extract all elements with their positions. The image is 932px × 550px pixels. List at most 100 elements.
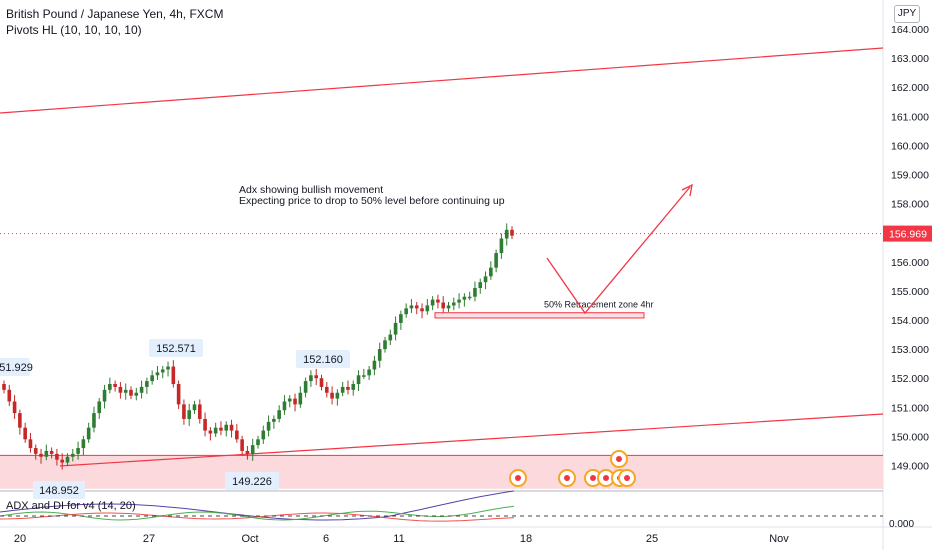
candle[interactable]: [81, 435, 86, 456]
candle[interactable]: [362, 368, 366, 379]
candle[interactable]: [510, 226, 514, 240]
candle[interactable]: [404, 303, 408, 318]
candle[interactable]: [18, 409, 22, 435]
candle[interactable]: [229, 419, 234, 438]
candle[interactable]: [277, 405, 281, 423]
projection-arrow[interactable]: [546, 186, 691, 315]
currency-badge[interactable]: JPY: [894, 5, 920, 23]
pivot-label[interactable]: 148.952: [33, 481, 85, 499]
lower-trend-line[interactable]: [59, 413, 884, 467]
candle[interactable]: [256, 435, 260, 449]
event-flag-icon[interactable]: [618, 469, 636, 487]
candle[interactable]: [224, 421, 229, 437]
candle[interactable]: [298, 386, 303, 408]
candle[interactable]: [44, 444, 49, 461]
candle[interactable]: [102, 384, 107, 409]
pivot-label[interactable]: 151.929: [0, 358, 33, 376]
candle[interactable]: [176, 380, 181, 410]
candle[interactable]: [309, 370, 313, 387]
candle[interactable]: [76, 441, 80, 460]
candle[interactable]: [324, 381, 329, 398]
candle[interactable]: [203, 412, 207, 437]
candle[interactable]: [240, 435, 244, 456]
candle[interactable]: [303, 377, 308, 398]
candle[interactable]: [494, 249, 498, 273]
pivot-label[interactable]: 152.160: [296, 350, 350, 368]
di-plus-line[interactable]: [0, 505, 515, 521]
candle[interactable]: [356, 370, 361, 392]
candle[interactable]: [340, 381, 345, 397]
candle[interactable]: [92, 406, 96, 433]
candle[interactable]: [346, 380, 350, 395]
pivot-label[interactable]: 149.226: [225, 472, 279, 490]
candle[interactable]: [441, 296, 446, 316]
candle[interactable]: [2, 380, 6, 394]
candle[interactable]: [123, 383, 128, 400]
candle[interactable]: [287, 395, 292, 408]
candle[interactable]: [499, 233, 504, 259]
candle[interactable]: [457, 293, 461, 309]
candle[interactable]: [86, 422, 91, 443]
candle[interactable]: [372, 355, 377, 376]
candle[interactable]: [197, 399, 202, 424]
candle[interactable]: [282, 395, 287, 415]
candle[interactable]: [192, 400, 197, 414]
event-flag-icon[interactable]: [509, 469, 527, 487]
candle[interactable]: [272, 415, 276, 429]
candle[interactable]: [319, 374, 324, 391]
candle[interactable]: [70, 448, 75, 462]
event-flag-icon[interactable]: [584, 469, 602, 487]
candle[interactable]: [245, 446, 250, 460]
candle[interactable]: [166, 361, 170, 377]
candle[interactable]: [145, 377, 149, 394]
candle[interactable]: [436, 294, 440, 309]
candle[interactable]: [399, 310, 403, 330]
candle[interactable]: [393, 316, 398, 341]
candle[interactable]: [33, 444, 38, 460]
candle[interactable]: [293, 393, 297, 412]
candle[interactable]: [171, 360, 176, 388]
upper-channel-line[interactable]: [0, 47, 884, 114]
candle[interactable]: [489, 261, 493, 280]
pivot-label[interactable]: 152.571: [149, 339, 203, 357]
adx-legend[interactable]: ADX and DI for v4 (14, 20): [6, 500, 136, 512]
candle[interactable]: [160, 365, 165, 379]
candle[interactable]: [478, 278, 483, 294]
candle[interactable]: [483, 271, 488, 290]
candle[interactable]: [28, 432, 33, 453]
candle[interactable]: [409, 299, 414, 314]
candle[interactable]: [330, 386, 334, 405]
candle[interactable]: [219, 421, 223, 436]
candle[interactable]: [134, 387, 139, 401]
candle[interactable]: [467, 291, 472, 301]
candle[interactable]: [446, 301, 451, 312]
candle[interactable]: [150, 370, 154, 385]
event-flag-icon[interactable]: [610, 450, 628, 468]
candle[interactable]: [60, 453, 65, 470]
candle[interactable]: [473, 281, 477, 302]
candle[interactable]: [451, 297, 456, 311]
candle[interactable]: [187, 403, 192, 426]
candle[interactable]: [97, 397, 102, 419]
candle[interactable]: [414, 301, 419, 315]
candle[interactable]: [108, 377, 112, 394]
candle[interactable]: [139, 380, 144, 399]
candle[interactable]: [129, 386, 133, 400]
candle[interactable]: [420, 303, 424, 319]
candle[interactable]: [462, 293, 467, 307]
candle[interactable]: [250, 438, 255, 461]
candle[interactable]: [266, 415, 271, 437]
candle[interactable]: [261, 425, 266, 444]
candle[interactable]: [12, 395, 17, 419]
candle[interactable]: [118, 381, 123, 399]
candle[interactable]: [383, 336, 387, 353]
candle[interactable]: [49, 447, 54, 459]
candle[interactable]: [213, 422, 218, 437]
candle[interactable]: [7, 384, 12, 407]
candle[interactable]: [113, 380, 117, 392]
candle[interactable]: [65, 453, 70, 467]
retracement-zone[interactable]: [434, 312, 645, 319]
candle[interactable]: [39, 448, 43, 464]
candle[interactable]: [314, 368, 319, 386]
